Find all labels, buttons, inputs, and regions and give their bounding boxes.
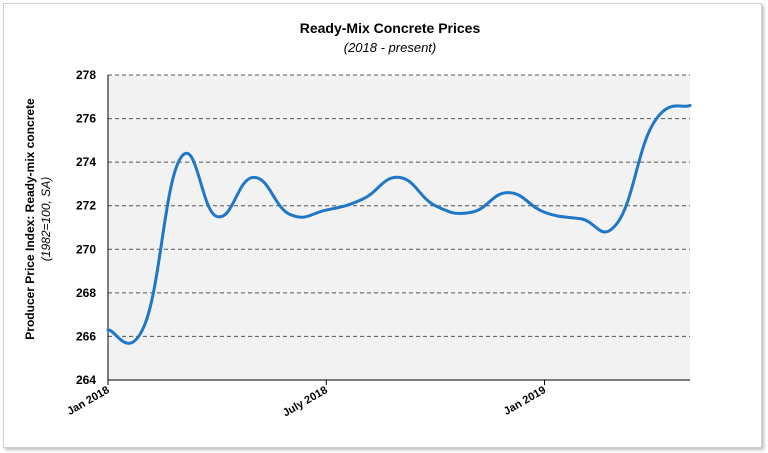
chart-subtitle: (2018 - present) [344, 40, 437, 55]
x-tick-labels: Jan 2018 July 2018 Jan 2019 [65, 384, 548, 419]
chart-title: Ready-Mix Concrete Prices [300, 20, 481, 36]
x-tick-label: Jan 2018 [65, 384, 111, 418]
y-tick-labels: 264 266 268 270 272 274 276 278 [76, 68, 96, 387]
y-tick-label: 278 [76, 68, 96, 82]
plot-area [108, 75, 690, 380]
y-axis-sublabel: (1982=100, SA) [39, 177, 53, 261]
grid-lines [108, 74, 690, 337]
y-tick-label: 266 [76, 329, 96, 343]
x-tick-label: Jan 2019 [502, 384, 548, 418]
y-tick-label: 276 [76, 112, 96, 126]
y-tick-label: 268 [76, 286, 96, 300]
y-tick-label: 272 [76, 199, 96, 213]
y-axis-label: Producer Price Index: Ready-mix concrete [23, 98, 37, 340]
y-tick-label: 274 [76, 155, 96, 169]
x-tick-label: July 2018 [281, 384, 330, 419]
series-line [106, 104, 692, 345]
y-tick-label: 270 [76, 242, 96, 256]
y-tick-label: 264 [76, 373, 96, 387]
